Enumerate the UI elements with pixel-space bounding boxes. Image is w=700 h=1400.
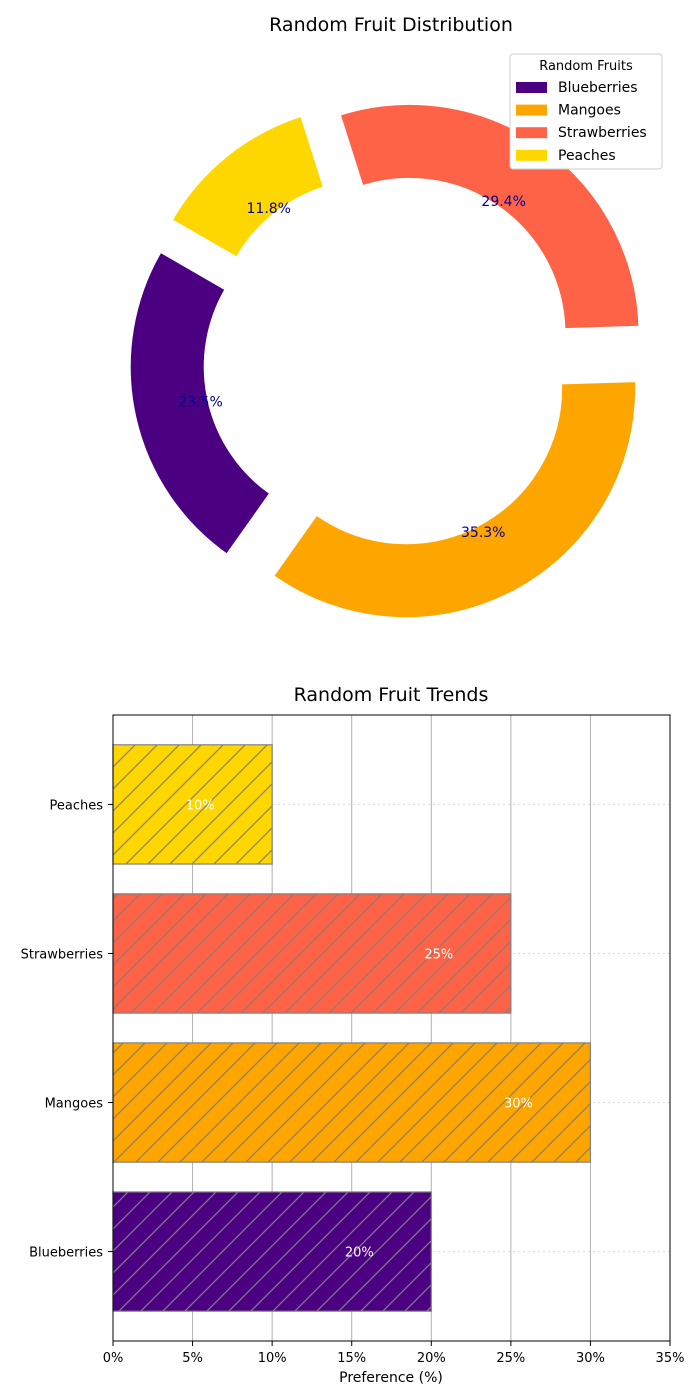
x-tick-label: 30% (576, 1351, 605, 1366)
bar-chart: Random Fruit Trends 20% 30% 25% 10% 0% 5% 10%… (21, 684, 685, 1386)
donut-chart-title: Random Fruit Distribution (269, 14, 513, 36)
donut-percent-labels: 23.5% 35.3% 29.4% 11.8% (178, 194, 526, 541)
y-tick-label-peaches: Peaches (50, 798, 104, 813)
x-tick-label: 5% (182, 1351, 203, 1366)
bar-blueberries: 20% (112, 1191, 432, 1312)
donut-chart: Random Fruit Distribution 23.5% 35.3% 29.4… (128, 14, 663, 620)
donut-slice-peaches (170, 114, 326, 259)
bar-value-label: 30% (504, 1097, 533, 1112)
legend-swatch (516, 149, 547, 161)
bars: 20% 30% 25% 10% (112, 744, 592, 1312)
bar-peaches: 10% (112, 744, 273, 865)
x-tick-label: 0% (103, 1351, 124, 1366)
donut-percent-label-mangoes: 35.3% (461, 525, 505, 541)
y-tick-label-mangoes: Mangoes (45, 1097, 104, 1112)
bar-mangoes: 30% (112, 1042, 592, 1163)
bar-value-label: 25% (424, 947, 453, 962)
plot-area-frame (112, 714, 671, 1342)
y-tick-label-blueberries: Blueberries (29, 1246, 103, 1261)
donut-percent-label-strawberries: 29.4% (481, 194, 525, 210)
legend-swatch (516, 82, 547, 93)
donut-slice-mangoes (271, 380, 638, 620)
x-axis-ticks: 0% 5% 10% 15% 20% 25% 30% 35% (103, 1341, 685, 1366)
donut-slice-strawberries (338, 102, 641, 331)
donut-percent-label-peaches: 11.8% (247, 201, 291, 217)
bar-strawberries: 25% (112, 893, 512, 1014)
x-axis-label: Preference (%) (339, 1370, 443, 1386)
bar-hatch (112, 893, 512, 1014)
x-tick-label: 10% (258, 1351, 287, 1366)
bar-hatch (112, 744, 273, 865)
legend-title: Random Fruits (539, 59, 633, 74)
donut-slices (128, 102, 641, 620)
donut-percent-label-blueberries: 23.5% (178, 395, 222, 411)
legend-item-mangoes: Mangoes (516, 103, 621, 119)
x-tick-label: 20% (417, 1351, 446, 1366)
legend-frame (509, 53, 663, 170)
legend-label: Mangoes (558, 103, 621, 119)
y-axis-ticks: Blueberries Mangoes Strawberries Peaches (21, 798, 113, 1261)
donut-slice-blueberries (128, 250, 272, 556)
bar-value-label: 10% (186, 798, 215, 813)
legend-label: Blueberries (558, 80, 638, 96)
legend-item-peaches: Peaches (516, 148, 616, 164)
bar-hatch (112, 1191, 432, 1312)
y-tick-label-strawberries: Strawberries (21, 947, 104, 962)
legend-label: Peaches (558, 148, 616, 164)
legend-item-blueberries: Blueberries (516, 80, 638, 96)
legend-item-strawberries: Strawberries (516, 125, 647, 141)
legend-swatch (516, 127, 547, 139)
x-tick-label: 25% (496, 1351, 525, 1366)
legend-label: Strawberries (558, 125, 647, 141)
x-tick-label: 15% (337, 1351, 366, 1366)
legend: Random Fruits Blueberries Mangoes Strawber… (509, 53, 663, 170)
bar-chart-title: Random Fruit Trends (294, 684, 489, 706)
bar-value-label: 20% (345, 1246, 374, 1261)
legend-swatch (516, 104, 547, 116)
x-tick-label: 35% (656, 1351, 685, 1366)
